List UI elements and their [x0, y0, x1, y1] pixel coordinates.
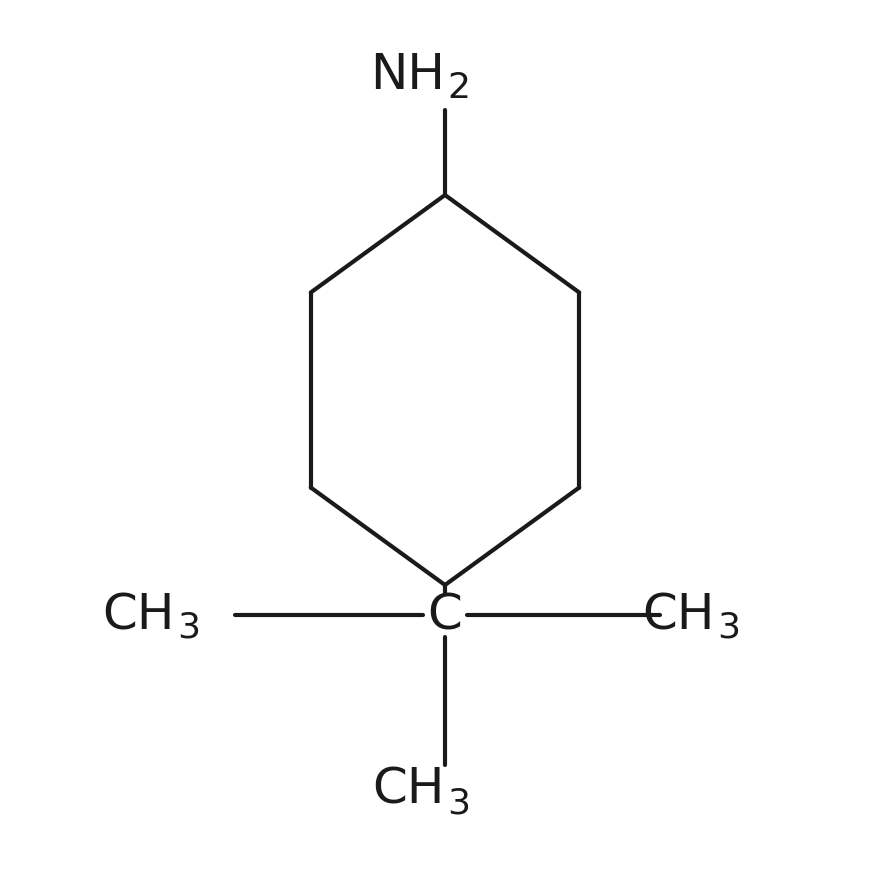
Text: 2: 2 — [447, 71, 470, 105]
Text: CH: CH — [643, 591, 715, 639]
Text: NH: NH — [370, 51, 445, 99]
Text: 3: 3 — [717, 611, 740, 645]
Text: 3: 3 — [447, 786, 470, 820]
Text: 3: 3 — [177, 611, 200, 645]
Text: CH: CH — [373, 766, 445, 814]
Text: CH: CH — [102, 591, 175, 639]
Text: C: C — [427, 591, 463, 639]
